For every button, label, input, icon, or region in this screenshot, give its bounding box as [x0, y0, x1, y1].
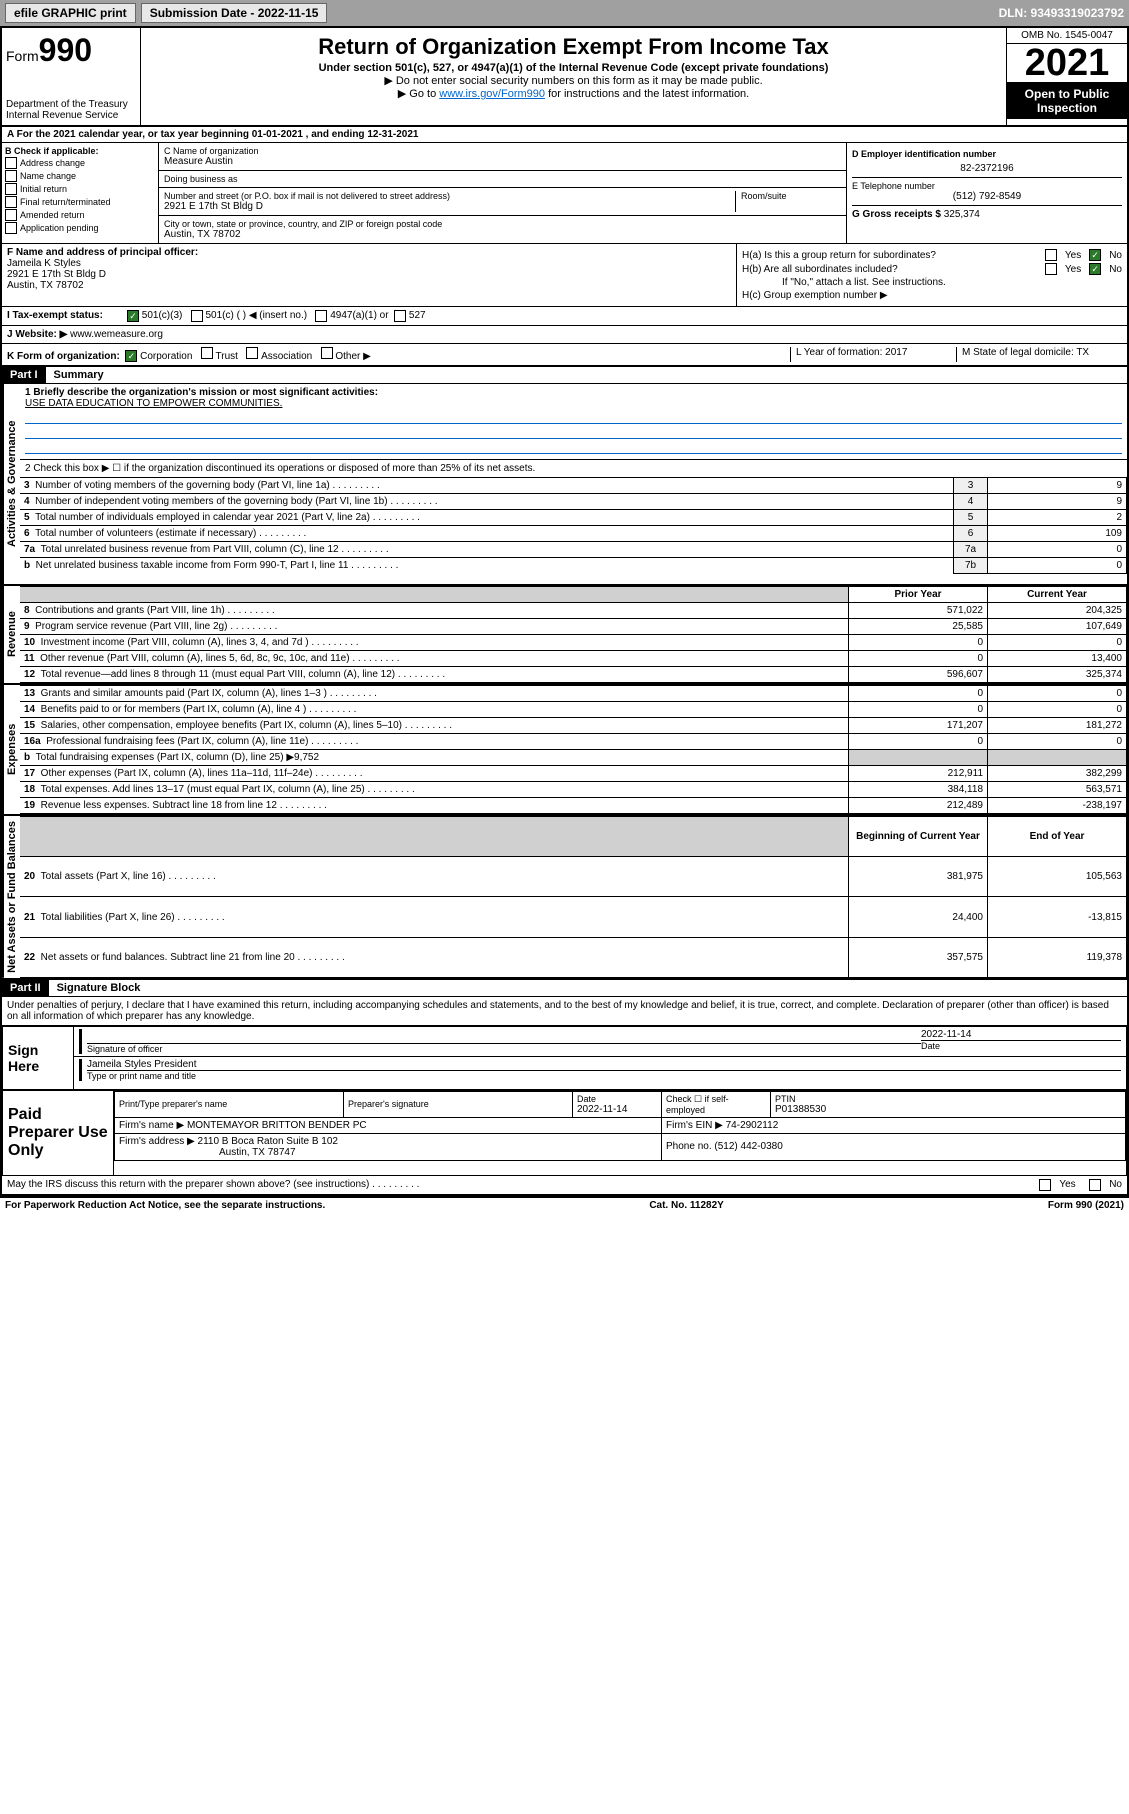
- part1-header: Part I Summary: [2, 367, 1127, 384]
- corporation-checkbox[interactable]: ✓: [125, 350, 137, 362]
- note-link: ▶ Go to www.irs.gov/Form990 for instruct…: [145, 87, 1002, 100]
- balances-table: Beginning of Current YearEnd of Year20 T…: [20, 816, 1127, 978]
- note-ssn: ▶ Do not enter social security numbers o…: [145, 74, 1002, 87]
- discuss-row: May the IRS discuss this return with the…: [2, 1176, 1127, 1196]
- page-footer: For Paperwork Reduction Act Notice, see …: [0, 1198, 1129, 1213]
- paid-preparer-section: Paid Preparer Use Only Print/Type prepar…: [2, 1090, 1127, 1176]
- officer-sig-name: Jameila Styles President: [87, 1059, 1121, 1071]
- dln-label: DLN: 93493319023792: [999, 6, 1124, 20]
- form-subtitle: Under section 501(c), 527, or 4947(a)(1)…: [145, 62, 1002, 74]
- telephone: (512) 792-8549: [852, 191, 1122, 202]
- form-number: Form990: [6, 32, 136, 69]
- dept-label: Department of the Treasury Internal Reve…: [6, 99, 136, 121]
- expenses-label: Expenses: [2, 685, 20, 814]
- row-i: I Tax-exempt status: ✓ 501(c)(3) 501(c) …: [2, 307, 1127, 326]
- form-title: Return of Organization Exempt From Incom…: [145, 34, 1002, 60]
- column-defg: D Employer identification number 82-2372…: [847, 143, 1127, 243]
- org-address: 2921 E 17th St Bldg D: [164, 201, 735, 212]
- section-fh: F Name and address of principal officer:…: [2, 244, 1127, 307]
- sign-here-section: Sign Here Signature of officer 2022-11-1…: [2, 1026, 1127, 1090]
- governance-label: Activities & Governance: [2, 384, 20, 584]
- column-c: C Name of organization Measure Austin Do…: [159, 143, 847, 243]
- form-990-container: Form990 Department of the Treasury Inter…: [0, 26, 1129, 1198]
- part2-header: Part II Signature Block: [2, 980, 1127, 997]
- section-bcdefg: B Check if applicable: Address change Na…: [2, 143, 1127, 244]
- firm-name: MONTEMAYOR BRITTON BENDER PC: [187, 1120, 367, 1131]
- governance-table: 3 Number of voting members of the govern…: [20, 477, 1127, 574]
- org-city: Austin, TX 78702: [164, 229, 442, 240]
- declaration-text: Under penalties of perjury, I declare th…: [2, 997, 1127, 1026]
- row-k: K Form of organization: ✓ Corporation Tr…: [2, 344, 1127, 367]
- submission-date-button[interactable]: Submission Date - 2022-11-15: [141, 3, 328, 23]
- website-value: www.wemeasure.org: [70, 329, 163, 340]
- revenue-label: Revenue: [2, 586, 20, 683]
- efile-button[interactable]: efile GRAPHIC print: [5, 3, 136, 23]
- ein-value: 82-2372196: [852, 163, 1122, 174]
- column-b: B Check if applicable: Address change Na…: [2, 143, 159, 243]
- expenses-table: 13 Grants and similar amounts paid (Part…: [20, 685, 1127, 814]
- 501c3-checkbox[interactable]: ✓: [127, 310, 139, 322]
- tax-year: 2021: [1007, 44, 1127, 83]
- officer-name: Jameila K Styles: [7, 258, 731, 269]
- row-j: J Website: ▶ www.wemeasure.org: [2, 326, 1127, 344]
- mission-text: USE DATA EDUCATION TO EMPOWER COMMUNITIE…: [25, 398, 1122, 409]
- open-public-badge: Open to Public Inspection: [1007, 83, 1127, 119]
- form-header: Form990 Department of the Treasury Inter…: [2, 28, 1127, 127]
- revenue-table: Prior YearCurrent Year8 Contributions an…: [20, 586, 1127, 683]
- gross-receipts: 325,374: [944, 209, 980, 220]
- org-name: Measure Austin: [164, 156, 841, 167]
- irs-link[interactable]: www.irs.gov/Form990: [439, 88, 545, 100]
- balances-label: Net Assets or Fund Balances: [2, 816, 20, 978]
- top-toolbar: efile GRAPHIC print Submission Date - 20…: [0, 0, 1129, 26]
- line-a: A For the 2021 calendar year, or tax yea…: [2, 127, 1127, 143]
